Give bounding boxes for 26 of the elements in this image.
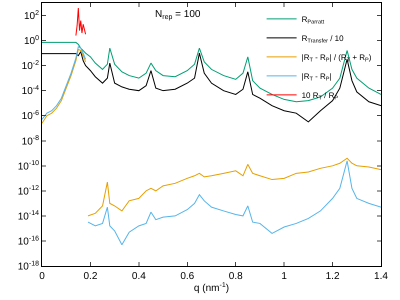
line-series	[42, 42, 381, 102]
x-tick-label: 1	[281, 271, 288, 282]
legend-label: R$_{Transfer}$ / 10	[302, 34, 344, 45]
y-tick-label: 10$^{0}$	[24, 34, 40, 48]
x-tick-label: 0	[39, 271, 46, 282]
y-tick-label: 10$^{-12}$	[18, 185, 40, 198]
legend-label: |R$_{T}$ - R$_{P}$|	[302, 72, 332, 83]
x-tick-label: 1.4	[374, 271, 388, 282]
x-tick-label: 0.2	[83, 271, 98, 282]
x-tick-label: 1.2	[326, 271, 340, 282]
y-tick-label: 10$^{-14}$	[18, 210, 40, 222]
y-tick-label: 10$^{-16}$	[18, 235, 40, 248]
x-tick-label: 0.8	[228, 271, 244, 282]
line-series	[75, 7, 86, 36]
annotation: N$_{rep}$ = 100	[155, 9, 201, 22]
y-tick-label: 10$^{-8}$	[22, 135, 40, 148]
legend-label: R$_{Parratt}$	[302, 14, 325, 26]
y-tick-label: 10$^{-18}$	[18, 260, 40, 272]
x-tick-label: 0.6	[180, 271, 195, 282]
x-tick-label: 0.4	[132, 271, 146, 282]
y-tick-label: 10$^{2}$	[24, 10, 40, 22]
y-tick-label: 10$^{-6}$	[22, 110, 40, 122]
x-axis-title: q (nm$^{-1}$)	[194, 282, 230, 294]
y-tick-label: 10$^{-4}$	[22, 84, 40, 98]
y-tick-label: 10$^{-2}$	[22, 60, 40, 72]
y-tick-label: 10$^{-10}$	[18, 160, 40, 172]
